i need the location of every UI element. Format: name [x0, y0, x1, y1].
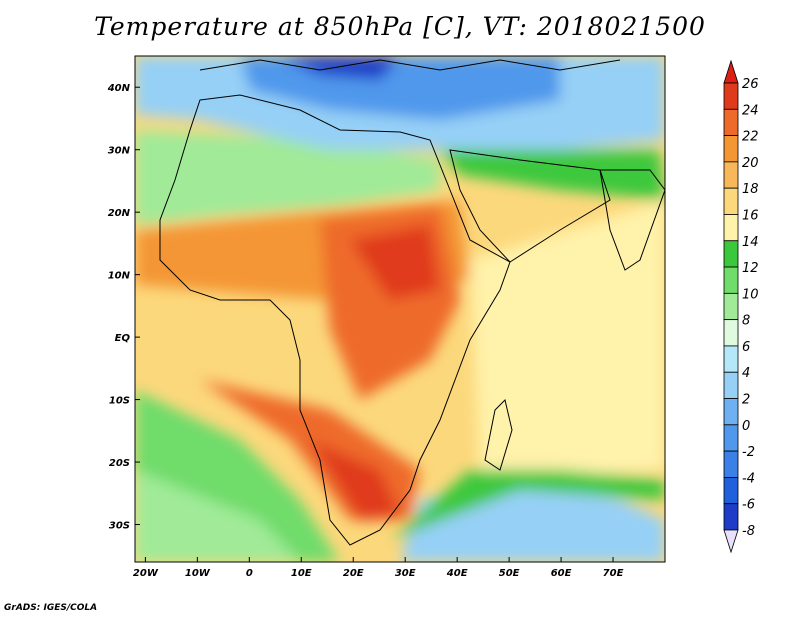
colorbar-box: [723, 240, 739, 268]
field-sahara: [135, 130, 440, 225]
arabia-coastline: [449, 149, 611, 263]
colorbar-box: [723, 82, 739, 110]
colorbar-label: 12: [742, 261, 759, 276]
lon-tick-label: 50E: [499, 568, 520, 579]
lat-tick-label: 20N: [108, 208, 131, 219]
lon-tick-label: 60E: [551, 568, 572, 579]
colorbar-label: 20: [742, 156, 759, 171]
colorbar-box: [723, 345, 739, 373]
colorbar-box: [723, 266, 739, 294]
colorbar-under-arrow: [723, 529, 739, 554]
colorbar-box: [723, 292, 739, 321]
india-coastline: [599, 169, 665, 271]
madagascar-coastline: [484, 399, 513, 471]
lon-tick-label: 40E: [446, 568, 468, 579]
lat-tick-label: EQ: [115, 333, 131, 344]
colorbar-label: 14: [742, 235, 759, 250]
colorbar-label: -2: [742, 445, 755, 460]
lat-tick-label: 20S: [109, 458, 130, 469]
colorbar-box: [723, 319, 739, 347]
lat-tick-label: 10S: [109, 396, 130, 407]
colorbar-label: 10: [742, 287, 759, 302]
colorbar-box: [723, 450, 739, 478]
colorbar-label: 0: [742, 419, 750, 434]
colorbar-label: 4: [742, 366, 750, 381]
colorbar-label: -6: [742, 498, 755, 513]
colorbar-label: 16: [742, 208, 759, 223]
lat-tick-label: 40N: [107, 83, 131, 94]
lat-tick-label: 30S: [109, 521, 130, 532]
colorbar-label: 24: [742, 103, 759, 118]
latitude-ticks: 40N 30N 20N 10N EQ 10S 20S 30S: [107, 83, 140, 532]
longitude-ticks: 20W 10W 0 10E 20E 30E 40E 50E 60E 70E: [133, 557, 624, 579]
colorbar-box: [723, 108, 739, 136]
colorbar-box: [723, 503, 739, 531]
colorbar-box: [723, 477, 739, 505]
field-arabia: [440, 150, 665, 200]
colorbar-label: 26: [742, 77, 759, 92]
europe-coastline: [199, 59, 621, 71]
field-south-atlantic-2: [135, 470, 300, 562]
lat-tick-label: 10N: [108, 271, 131, 282]
lon-tick-label: 70E: [603, 568, 624, 579]
colorbar-box: [723, 187, 739, 215]
lat-tick-label: 30N: [108, 146, 131, 157]
colorbar-label: -8: [742, 524, 755, 539]
colorbar-box: [723, 424, 739, 452]
colorbar-box: [723, 135, 739, 163]
colorbar-box: [723, 214, 739, 242]
plot-frame: [134, 55, 666, 563]
colorbar-label: 18: [742, 182, 759, 197]
colorbar-label: 22: [742, 130, 759, 145]
colorbar-over-arrow: [723, 59, 739, 84]
lon-tick-label: 20W: [133, 568, 159, 579]
lon-tick-label: 0: [246, 568, 253, 579]
field-southern-ocean-green: [390, 470, 665, 540]
africa-coastline: [159, 94, 511, 546]
credit-label: GrADS: IGES/COLA: [4, 603, 98, 613]
colorbar-label: -4: [742, 471, 755, 486]
colorbar-label: 8: [742, 314, 750, 329]
coastlines: [159, 59, 665, 546]
colorbar-label: 6: [742, 340, 750, 355]
lon-tick-label: 30E: [395, 568, 416, 579]
colorbar-box: [723, 161, 739, 189]
colorbar-box: [723, 371, 739, 399]
lon-tick-label: 20E: [343, 568, 364, 579]
colorbar-box: [723, 398, 739, 426]
temperature-field: [135, 56, 665, 562]
field-southern-core: [310, 440, 400, 520]
lon-tick-label: 10W: [185, 568, 211, 579]
colorbar-label: 2: [742, 393, 750, 408]
field-indian-ocean: [470, 200, 665, 480]
map-title: Temperature at 850hPa [C], VT: 201802150…: [94, 12, 706, 41]
field-central-core: [350, 225, 440, 300]
lon-tick-label: 10E: [291, 568, 312, 579]
